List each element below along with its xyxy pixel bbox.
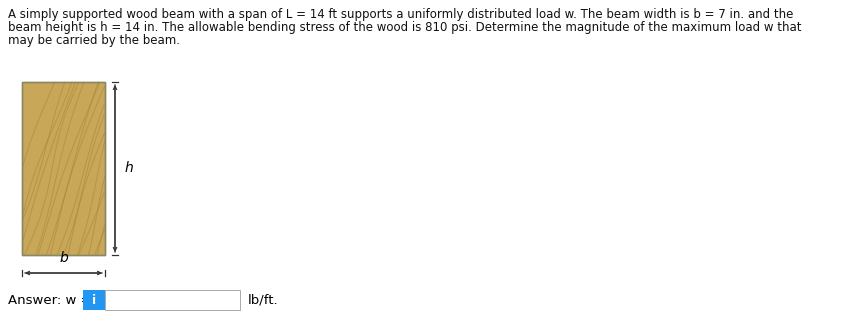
Text: Answer: w =: Answer: w = (8, 293, 92, 306)
Text: h: h (125, 161, 134, 175)
Text: A simply supported wood beam with a span of L = 14 ft supports a uniformly distr: A simply supported wood beam with a span… (8, 8, 793, 21)
Text: lb/ft.: lb/ft. (248, 293, 279, 306)
Bar (22, 82, 105, 255)
Text: beam height is h = 14 in. The allowable bending stress of the wood is 810 psi. D: beam height is h = 14 in. The allowable … (8, 21, 802, 34)
Text: b: b (59, 251, 68, 265)
Text: i: i (92, 293, 96, 306)
Bar (105, 290, 240, 310)
Bar (22, 82, 105, 255)
Text: may be carried by the beam.: may be carried by the beam. (8, 34, 180, 47)
Bar (83, 290, 105, 310)
